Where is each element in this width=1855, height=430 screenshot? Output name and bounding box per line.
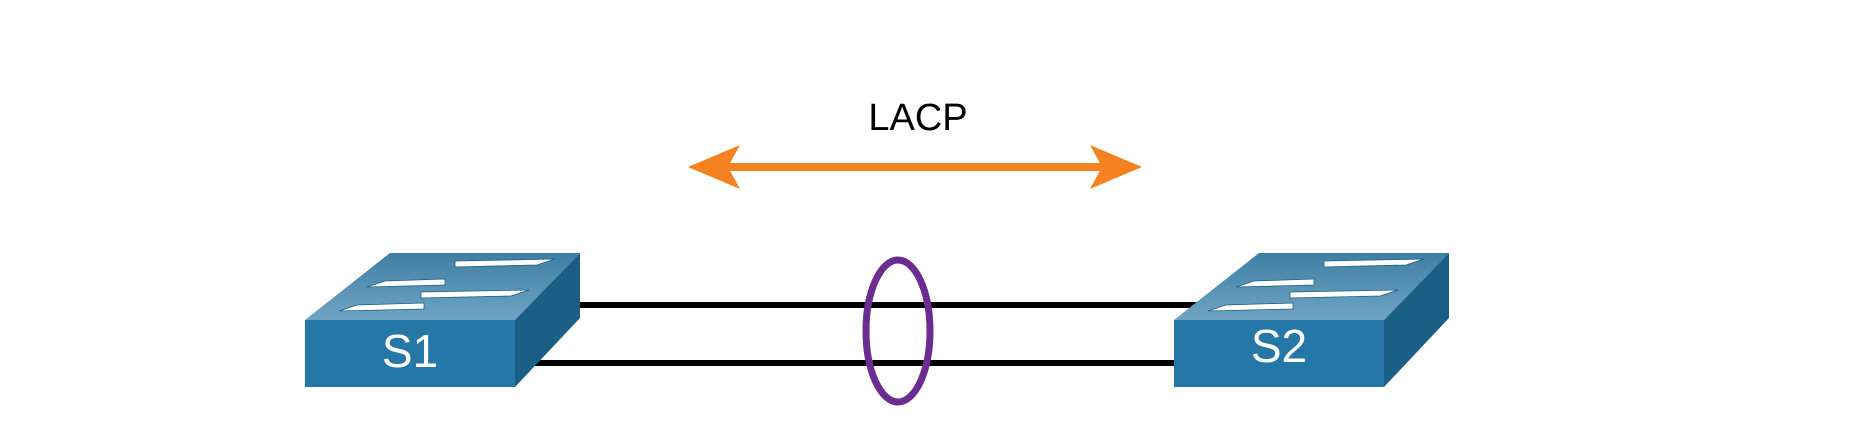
switch-s2[interactable]: S2 [1174,253,1449,387]
workgroup-switch-icon [305,253,580,387]
switch-label-s1: S1 [382,325,438,377]
lacp-label: LACP [868,97,967,139]
lacp-double-arrow [688,145,1142,189]
switch-s1[interactable]: S1 [305,253,580,387]
etherchannel-bundle-icon [862,256,934,406]
switch-label-s2: S2 [1251,320,1307,372]
workgroup-switch-icon [1174,253,1449,387]
